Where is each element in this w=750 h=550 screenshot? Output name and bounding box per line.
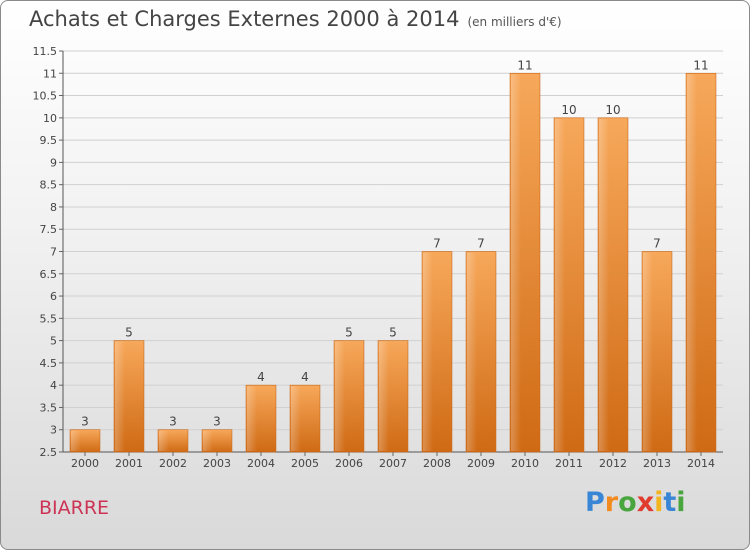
data-label: 5 — [389, 326, 397, 340]
bar-highlight — [291, 386, 302, 451]
bar-highlight — [687, 74, 698, 452]
data-label: 3 — [81, 415, 89, 429]
bar-highlight — [599, 118, 610, 451]
chart-title: Achats et Charges Externes 2000 à 2014 (e… — [29, 7, 562, 31]
bar-highlight — [335, 341, 346, 451]
y-tick-label: 9.5 — [40, 134, 58, 147]
y-tick-label: 10 — [43, 112, 57, 125]
bar-highlight — [511, 74, 522, 452]
data-label: 5 — [125, 326, 133, 340]
bar-highlight — [379, 341, 390, 451]
bar-highlight — [643, 252, 654, 451]
y-tick-label: 4.5 — [40, 357, 58, 370]
x-tick-label: 2010 — [511, 457, 539, 470]
y-tick-label: 11 — [43, 67, 57, 80]
data-label: 10 — [561, 103, 576, 117]
x-tick-label: 2012 — [599, 457, 627, 470]
y-tick-label: 3 — [50, 424, 57, 437]
data-label: 7 — [433, 237, 441, 251]
x-tick-label: 2003 — [203, 457, 231, 470]
logo-letter: i — [654, 487, 664, 518]
y-tick-label: 7 — [50, 246, 57, 259]
y-tick-label: 5.5 — [40, 312, 58, 325]
y-tick-label: 11.5 — [33, 45, 58, 58]
logo-letter: P — [585, 487, 605, 518]
logo-letter: o — [618, 487, 637, 518]
data-label: 10 — [605, 103, 620, 117]
y-tick-label: 4 — [50, 379, 57, 392]
data-label: 11 — [517, 58, 532, 72]
data-labels: 3 5 3 3 4 4 5 5 7 7 11 10 10 7 11 — [81, 58, 708, 428]
x-tick-label: 2008 — [423, 457, 451, 470]
x-tick-label: 2013 — [643, 457, 671, 470]
logo-letter: r — [604, 487, 619, 518]
y-tick-label: 10.5 — [33, 90, 58, 103]
y-tick-label: 2.5 — [40, 446, 58, 459]
x-tick-label: 2006 — [335, 457, 363, 470]
x-tick-label: 2005 — [291, 457, 319, 470]
y-tick-label: 8 — [50, 201, 57, 214]
y-tick-label: 3.5 — [40, 401, 58, 414]
x-tick-label: 2011 — [555, 457, 583, 470]
chart-title-text: Achats et Charges Externes 2000 à 2014 — [29, 7, 460, 31]
x-tick-label: 2000 — [71, 457, 99, 470]
bar-highlight — [203, 430, 214, 451]
logo-letter: i — [676, 487, 686, 518]
x-tick-label: 2004 — [247, 457, 275, 470]
x-tick-label: 2007 — [379, 457, 407, 470]
x-tick-label: 2001 — [115, 457, 143, 470]
data-label: 4 — [257, 370, 265, 384]
y-tick-label: 9 — [50, 156, 57, 169]
axes: 2.5 3 3.5 4 4.5 5 5.5 6 6.5 7 7.5 8 8.5 9 9.5 10 10.5 11 1… — [33, 45, 723, 470]
bars — [69, 72, 717, 453]
chart-subtitle: (en milliers d'€) — [467, 15, 562, 29]
bar-highlight — [159, 430, 170, 451]
bar-highlight — [467, 252, 478, 451]
data-label: 3 — [213, 415, 221, 429]
data-label: 5 — [345, 326, 353, 340]
bar-highlight — [115, 341, 126, 451]
city-name: BIARRE — [39, 497, 110, 519]
x-tick-label: 2009 — [467, 457, 495, 470]
data-label: 7 — [653, 237, 661, 251]
bar-highlight — [555, 118, 566, 451]
logo-letter: x — [636, 487, 655, 518]
bar-highlight — [71, 430, 82, 451]
proxiti-logo[interactable]: Proxiti — [585, 487, 686, 518]
y-tick-label: 5 — [50, 335, 57, 348]
x-tick-label: 2002 — [159, 457, 187, 470]
data-label: 3 — [169, 415, 177, 429]
bar-highlight — [423, 252, 434, 451]
y-tick-label: 6.5 — [40, 268, 58, 281]
y-tick-label: 6 — [50, 290, 57, 303]
y-tick-label: 7.5 — [40, 223, 58, 236]
bar-highlight — [247, 386, 258, 451]
y-tick-label: 8.5 — [40, 179, 58, 192]
data-label: 7 — [477, 237, 485, 251]
data-label: 4 — [301, 370, 309, 384]
logo-letter: t — [663, 487, 677, 518]
data-label: 11 — [693, 58, 708, 72]
x-tick-label: 2014 — [687, 457, 715, 470]
